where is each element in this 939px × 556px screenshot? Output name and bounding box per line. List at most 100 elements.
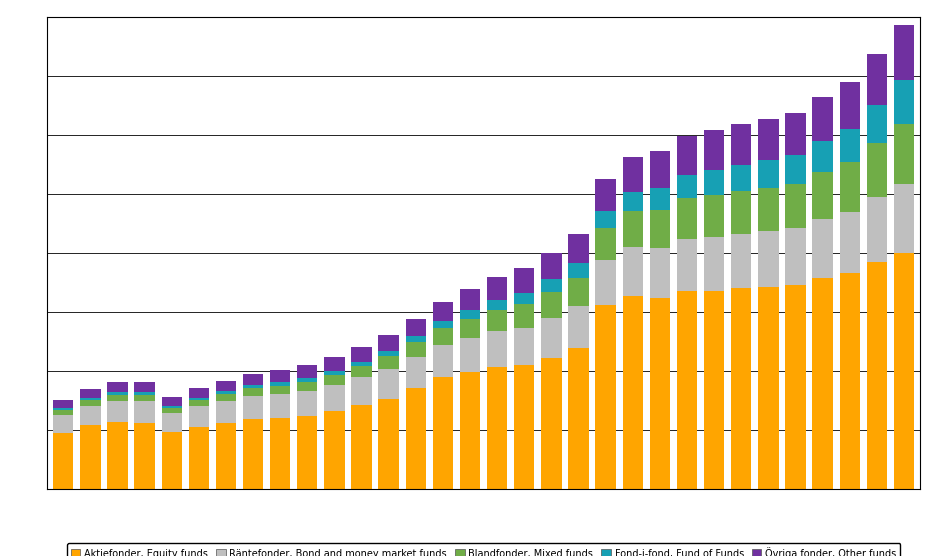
Bar xyxy=(541,280,562,292)
Bar xyxy=(433,345,454,377)
Bar xyxy=(351,366,372,378)
Bar xyxy=(894,253,915,489)
Bar xyxy=(677,136,697,175)
Bar xyxy=(867,143,887,197)
Bar xyxy=(324,357,345,371)
Bar xyxy=(731,191,751,234)
Bar xyxy=(894,25,915,80)
Bar xyxy=(514,304,534,327)
Bar xyxy=(297,381,317,390)
Bar xyxy=(351,405,372,489)
Bar xyxy=(162,406,182,408)
Bar xyxy=(460,319,480,338)
Bar xyxy=(731,289,751,489)
Bar xyxy=(731,124,751,165)
Bar xyxy=(867,105,887,143)
Bar xyxy=(568,348,589,489)
Bar xyxy=(134,401,155,423)
Bar xyxy=(134,395,155,401)
Bar xyxy=(406,342,426,357)
Bar xyxy=(731,234,751,289)
Bar xyxy=(378,369,399,399)
Bar xyxy=(460,372,480,489)
Bar xyxy=(839,82,860,129)
Bar xyxy=(812,97,833,141)
Bar xyxy=(107,395,128,401)
Bar xyxy=(189,406,209,427)
Bar xyxy=(351,362,372,366)
Bar xyxy=(839,162,860,212)
Bar xyxy=(270,386,290,394)
Bar xyxy=(812,172,833,219)
Bar xyxy=(53,410,73,415)
Bar xyxy=(785,285,806,489)
Bar xyxy=(162,408,182,413)
Bar xyxy=(704,237,724,291)
Bar xyxy=(216,381,236,391)
Bar xyxy=(270,383,290,386)
Bar xyxy=(433,377,454,489)
Bar xyxy=(595,211,616,228)
Bar xyxy=(107,401,128,422)
Bar xyxy=(216,423,236,489)
Bar xyxy=(162,413,182,431)
Bar xyxy=(53,409,73,410)
Bar xyxy=(107,382,128,393)
Bar xyxy=(189,427,209,489)
Bar xyxy=(758,231,778,287)
Bar xyxy=(839,129,860,162)
Bar xyxy=(351,378,372,405)
Bar xyxy=(80,398,100,400)
Bar xyxy=(107,393,128,395)
Bar xyxy=(324,371,345,375)
Bar xyxy=(80,425,100,489)
Bar xyxy=(623,211,643,247)
Bar xyxy=(433,302,454,321)
Bar xyxy=(487,277,507,300)
Bar xyxy=(216,391,236,394)
Bar xyxy=(758,188,778,231)
Bar xyxy=(650,151,670,188)
Bar xyxy=(80,389,100,398)
Bar xyxy=(704,130,724,170)
Bar xyxy=(785,183,806,229)
Bar xyxy=(53,433,73,489)
Bar xyxy=(270,370,290,383)
Legend: Aktiefonder, Equity funds, Räntefonder, Bond and money market funds, Blandfonder: Aktiefonder, Equity funds, Räntefonder, … xyxy=(67,543,901,556)
Bar xyxy=(433,321,454,327)
Bar xyxy=(650,248,670,298)
Bar xyxy=(243,385,263,388)
Bar xyxy=(406,357,426,388)
Bar xyxy=(378,335,399,351)
Bar xyxy=(568,306,589,348)
Bar xyxy=(243,419,263,489)
Bar xyxy=(785,155,806,183)
Bar xyxy=(677,175,697,198)
Bar xyxy=(487,368,507,489)
Bar xyxy=(189,400,209,406)
Bar xyxy=(487,331,507,368)
Bar xyxy=(894,80,915,125)
Bar xyxy=(514,268,534,292)
Bar xyxy=(514,327,534,365)
Bar xyxy=(297,365,317,378)
Bar xyxy=(894,184,915,253)
Bar xyxy=(53,415,73,433)
Bar xyxy=(595,228,616,260)
Bar xyxy=(297,378,317,381)
Bar xyxy=(839,273,860,489)
Bar xyxy=(541,292,562,318)
Bar xyxy=(189,398,209,400)
Bar xyxy=(378,351,399,356)
Bar xyxy=(134,381,155,393)
Bar xyxy=(758,119,778,160)
Bar xyxy=(867,262,887,489)
Bar xyxy=(623,157,643,191)
Bar xyxy=(406,319,426,336)
Bar xyxy=(894,125,915,184)
Bar xyxy=(243,388,263,396)
Bar xyxy=(162,397,182,406)
Bar xyxy=(406,336,426,342)
Bar xyxy=(650,188,670,210)
Bar xyxy=(704,195,724,237)
